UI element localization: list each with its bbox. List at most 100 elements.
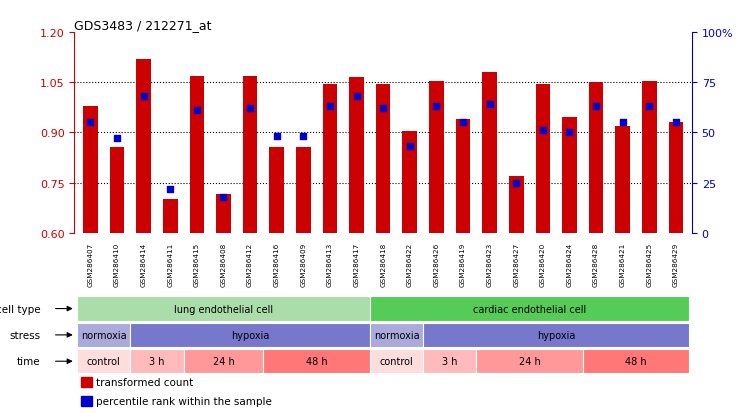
Text: GSM286425: GSM286425 — [647, 242, 652, 287]
Text: GSM286426: GSM286426 — [434, 242, 440, 287]
Bar — [269, 148, 284, 233]
Point — [350, 94, 362, 100]
Text: GSM286412: GSM286412 — [247, 242, 253, 287]
Text: GSM286411: GSM286411 — [167, 242, 173, 287]
Text: GSM286409: GSM286409 — [301, 242, 307, 287]
Text: GSM286408: GSM286408 — [220, 242, 226, 287]
Text: GSM286421: GSM286421 — [620, 242, 626, 287]
Bar — [482, 73, 497, 233]
Text: GSM286407: GSM286407 — [87, 242, 93, 287]
Bar — [80, 396, 92, 406]
Point — [111, 136, 123, 142]
Text: transformed count: transformed count — [96, 377, 193, 387]
Text: GSM286410: GSM286410 — [114, 242, 120, 287]
FancyBboxPatch shape — [184, 349, 263, 373]
Point — [431, 104, 443, 110]
Text: GSM286414: GSM286414 — [141, 242, 147, 287]
Bar — [562, 118, 577, 233]
Bar — [509, 176, 524, 233]
FancyBboxPatch shape — [263, 349, 370, 373]
Point — [563, 130, 575, 136]
Point — [164, 186, 176, 192]
Point — [271, 134, 283, 140]
Text: 24 h: 24 h — [519, 356, 540, 366]
Point — [457, 120, 469, 126]
Text: 48 h: 48 h — [306, 356, 327, 366]
Point — [510, 180, 522, 186]
FancyBboxPatch shape — [77, 349, 130, 373]
Text: control: control — [87, 356, 121, 366]
Text: 3 h: 3 h — [149, 356, 164, 366]
Text: percentile rank within the sample: percentile rank within the sample — [96, 396, 272, 406]
Text: GSM286423: GSM286423 — [487, 242, 493, 287]
Bar — [323, 85, 337, 233]
Text: 48 h: 48 h — [625, 356, 647, 366]
Text: GSM286418: GSM286418 — [380, 242, 386, 287]
FancyBboxPatch shape — [130, 349, 184, 373]
Point — [377, 106, 389, 112]
Bar — [109, 148, 124, 233]
Text: cell type: cell type — [0, 304, 40, 314]
Bar — [376, 85, 391, 233]
Text: GSM286424: GSM286424 — [566, 242, 572, 287]
Point — [84, 120, 96, 126]
Point — [644, 104, 655, 110]
Point — [404, 144, 416, 150]
FancyBboxPatch shape — [583, 349, 689, 373]
Text: GSM286419: GSM286419 — [460, 242, 466, 287]
Text: stress: stress — [10, 330, 40, 340]
Point — [590, 104, 602, 110]
Text: normoxia: normoxia — [373, 330, 420, 340]
Text: cardiac endothelial cell: cardiac endothelial cell — [473, 304, 586, 314]
Bar — [163, 200, 178, 233]
Text: GSM286429: GSM286429 — [673, 242, 679, 287]
Text: GSM286427: GSM286427 — [513, 242, 519, 287]
Point — [324, 104, 336, 110]
FancyBboxPatch shape — [370, 323, 423, 347]
Bar — [615, 126, 630, 233]
Text: GSM286420: GSM286420 — [540, 242, 546, 287]
Point — [537, 128, 549, 134]
Point — [670, 120, 682, 126]
Point — [484, 102, 496, 108]
Text: GSM286428: GSM286428 — [593, 242, 599, 287]
FancyBboxPatch shape — [476, 349, 583, 373]
Point — [244, 106, 256, 112]
Bar — [403, 131, 417, 233]
Text: hypoxia: hypoxia — [537, 330, 575, 340]
Bar — [190, 76, 204, 233]
Text: lung endothelial cell: lung endothelial cell — [174, 304, 273, 314]
FancyBboxPatch shape — [77, 297, 370, 321]
Bar — [80, 377, 92, 387]
FancyBboxPatch shape — [423, 323, 689, 347]
Text: GSM286422: GSM286422 — [407, 242, 413, 287]
Point — [617, 120, 629, 126]
FancyBboxPatch shape — [77, 323, 130, 347]
Text: GSM286416: GSM286416 — [274, 242, 280, 287]
Bar — [83, 107, 97, 233]
FancyBboxPatch shape — [130, 323, 370, 347]
Point — [191, 108, 203, 114]
Bar — [669, 123, 683, 233]
FancyBboxPatch shape — [423, 349, 476, 373]
Text: normoxia: normoxia — [81, 330, 126, 340]
Text: 3 h: 3 h — [442, 356, 458, 366]
Point — [217, 194, 229, 200]
Bar — [349, 78, 364, 233]
FancyBboxPatch shape — [370, 349, 423, 373]
Text: 24 h: 24 h — [213, 356, 234, 366]
Bar — [455, 120, 470, 233]
Bar — [217, 195, 231, 233]
Bar — [642, 81, 657, 233]
Text: GSM286413: GSM286413 — [327, 242, 333, 287]
Point — [298, 134, 310, 140]
FancyBboxPatch shape — [370, 297, 689, 321]
Text: GSM286417: GSM286417 — [353, 242, 359, 287]
Bar — [243, 76, 257, 233]
Bar — [429, 81, 443, 233]
Bar — [536, 85, 550, 233]
Text: time: time — [17, 356, 40, 366]
Text: GSM286415: GSM286415 — [194, 242, 200, 287]
Bar — [136, 60, 151, 233]
Text: hypoxia: hypoxia — [231, 330, 269, 340]
